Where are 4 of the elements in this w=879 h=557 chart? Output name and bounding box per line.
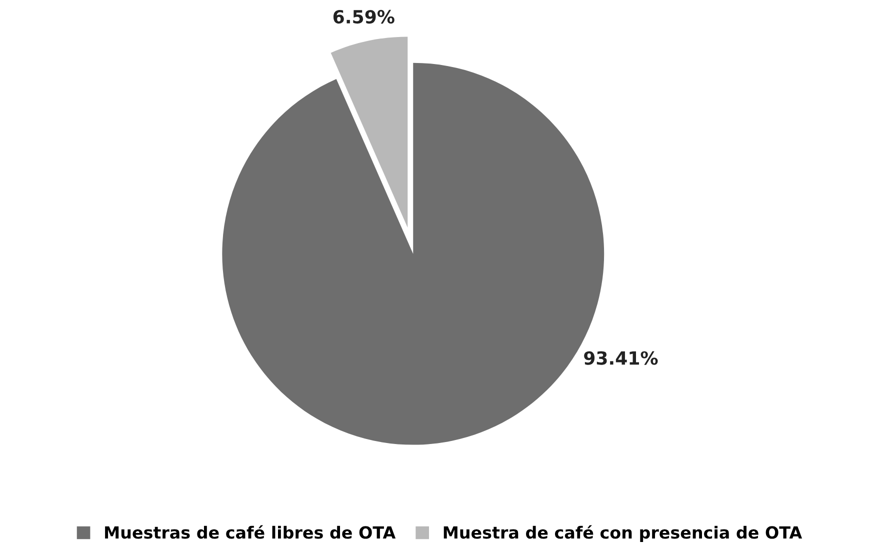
legend-label: Muestras de café libres de OTA [105, 525, 396, 539]
legend-label: Muestra de café con presencia de OTA [444, 525, 802, 542]
data-label: 6.59% [333, 10, 394, 24]
data-label: 93.41% [584, 351, 658, 365]
